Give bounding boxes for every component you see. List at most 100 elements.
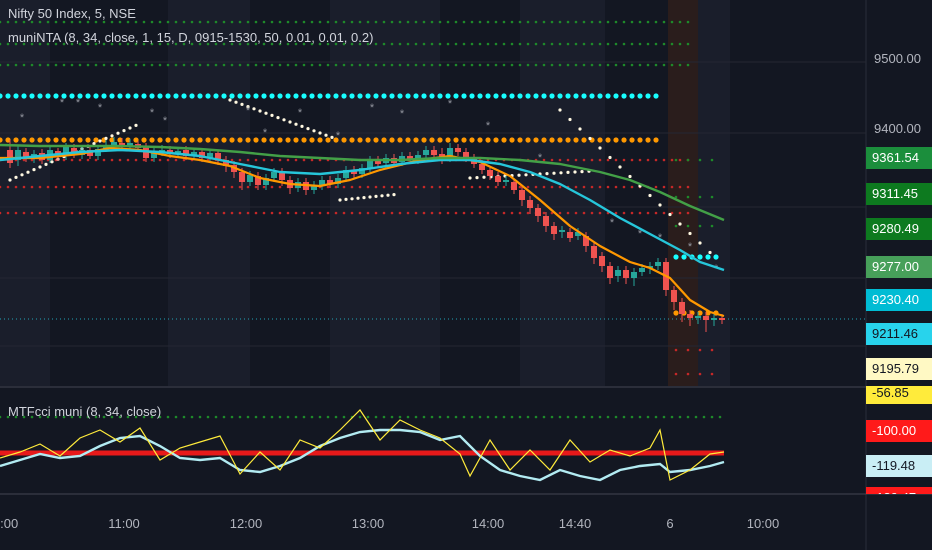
level-dot <box>222 185 226 189</box>
pivot-dot <box>189 137 195 143</box>
candle-body <box>183 150 189 156</box>
level-dot <box>62 63 66 67</box>
osc-level-dot <box>118 415 122 419</box>
level-dot <box>698 224 702 228</box>
level-dot <box>190 211 194 215</box>
pivot-dot <box>493 93 499 99</box>
pivot-dot <box>29 137 35 143</box>
osc-level-dot <box>182 415 186 419</box>
level-dot <box>246 211 250 215</box>
level-dot <box>46 20 50 24</box>
candle-body <box>519 190 525 200</box>
level-dot <box>166 20 170 24</box>
level-dot <box>214 63 218 67</box>
level-dot <box>686 42 690 46</box>
level-dot <box>710 348 714 352</box>
level-dot <box>310 211 314 215</box>
level-dot <box>438 42 442 46</box>
osc-level-dot <box>694 415 698 419</box>
level-dot <box>382 211 386 215</box>
osc-level-dot <box>518 415 522 419</box>
osc-level-dot <box>46 415 50 419</box>
candle-body <box>591 246 597 258</box>
time-axis-label: 14:40 <box>558 516 592 531</box>
level-dot <box>110 42 114 46</box>
level-dot <box>430 211 434 215</box>
level-dot <box>566 158 570 162</box>
level-dot <box>142 20 146 24</box>
level-dot <box>574 20 578 24</box>
pivot-dot <box>205 93 211 99</box>
osc-level-dot <box>286 415 290 419</box>
level-dot <box>350 42 354 46</box>
candle-body <box>703 316 709 320</box>
candle-body <box>95 149 101 156</box>
osc-level-dot <box>622 415 626 419</box>
psar-dot <box>44 162 48 166</box>
level-dot <box>558 158 562 162</box>
candle-body <box>607 266 613 278</box>
psar-dot <box>468 176 472 180</box>
level-dot <box>446 185 450 189</box>
candle-body <box>615 270 621 276</box>
pivot-dot <box>93 93 99 99</box>
candle-body <box>7 150 13 163</box>
pivot-dot <box>45 137 51 143</box>
osc-level-dot <box>342 415 346 419</box>
osc-level-dot <box>470 415 474 419</box>
pivot-dot <box>477 93 483 99</box>
level-dot <box>390 63 394 67</box>
level-dot <box>158 185 162 189</box>
level-dot <box>246 20 250 24</box>
oscillator-legend[interactable]: MTFcci muni (8, 34, close) <box>8 404 162 419</box>
psar-dot <box>338 198 342 202</box>
level-dot <box>638 158 642 162</box>
indicator-legend[interactable]: muniNTA (8, 34, close, 1, 15, D, 0915-15… <box>8 30 374 45</box>
level-dot <box>678 211 682 215</box>
level-dot <box>238 63 242 67</box>
pivot-dot <box>69 93 75 99</box>
level-dot <box>254 211 258 215</box>
level-dot <box>686 63 690 67</box>
pivot-dot <box>429 137 435 143</box>
level-dot <box>78 185 82 189</box>
psar-dot <box>92 142 96 146</box>
level-dot <box>230 185 234 189</box>
level-dot <box>118 211 122 215</box>
level-dot <box>686 348 690 352</box>
pivot-dot <box>269 137 275 143</box>
level-dot <box>470 63 474 67</box>
level-dot <box>22 63 26 67</box>
osc-level-dot <box>670 415 674 419</box>
level-dot <box>374 63 378 67</box>
osc-level-dot <box>294 415 298 419</box>
level-dot <box>174 20 178 24</box>
level-dot <box>310 63 314 67</box>
pivot-dot <box>37 137 43 143</box>
level-dot <box>110 158 114 162</box>
level-dot <box>654 20 658 24</box>
osc-level-dot <box>134 415 138 419</box>
pivot-dot <box>181 93 187 99</box>
level-dot <box>22 20 26 24</box>
level-dot <box>542 42 546 46</box>
level-dot <box>38 211 42 215</box>
pivot-dot <box>101 93 107 99</box>
level-dot <box>582 185 586 189</box>
level-dot <box>630 211 634 215</box>
candle-body <box>431 150 437 155</box>
symbol-legend[interactable]: Nifty 50 Index, 5, NSE <box>8 6 136 21</box>
level-dot <box>686 195 690 199</box>
psar-dot <box>392 193 396 197</box>
osc-level-dot <box>662 415 666 419</box>
pivot-dot <box>109 93 115 99</box>
level-dot <box>118 20 122 24</box>
pivot-dot <box>117 137 123 143</box>
time-axis-label: 10:00 <box>0 516 19 531</box>
osc-level-dot <box>702 415 706 419</box>
level-dot <box>158 158 162 162</box>
psar-dot <box>566 170 570 174</box>
pivot-dot <box>53 93 59 99</box>
